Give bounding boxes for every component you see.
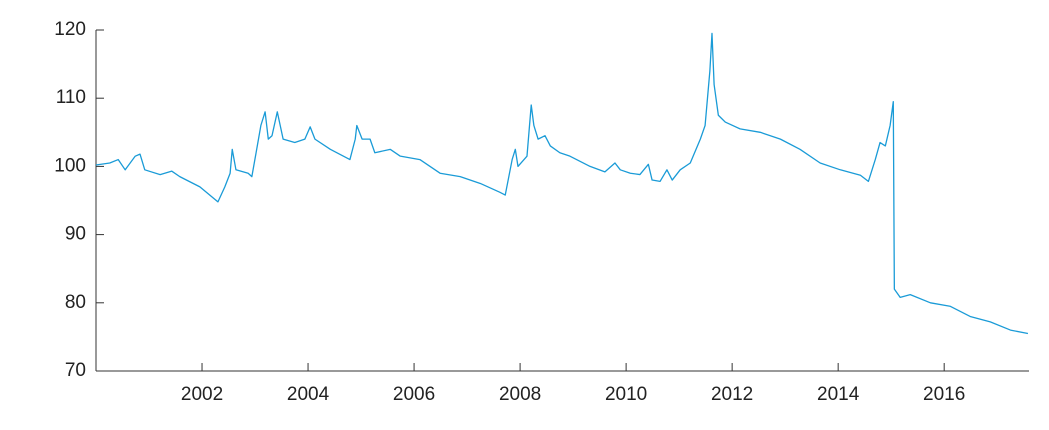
x-tick-label: 2006 (393, 384, 435, 405)
y-tick-label: 90 (65, 224, 86, 245)
x-tick-label: 2012 (711, 384, 753, 405)
x-tick-label: 2008 (499, 384, 541, 405)
x-tick-label: 2014 (817, 384, 860, 405)
x-tick-label: 2004 (287, 384, 330, 405)
y-tick-label: 120 (54, 19, 86, 40)
x-tick-label: 2016 (923, 384, 965, 405)
y-tick-label: 110 (56, 87, 86, 108)
y-tick-label: 100 (54, 155, 86, 176)
data-line (95, 32, 1029, 335)
x-tick-label: 2002 (181, 384, 223, 405)
y-tick-label: 70 (65, 360, 86, 381)
x-tick-label: 2010 (605, 384, 647, 405)
y-tick-label: 80 (65, 292, 86, 313)
